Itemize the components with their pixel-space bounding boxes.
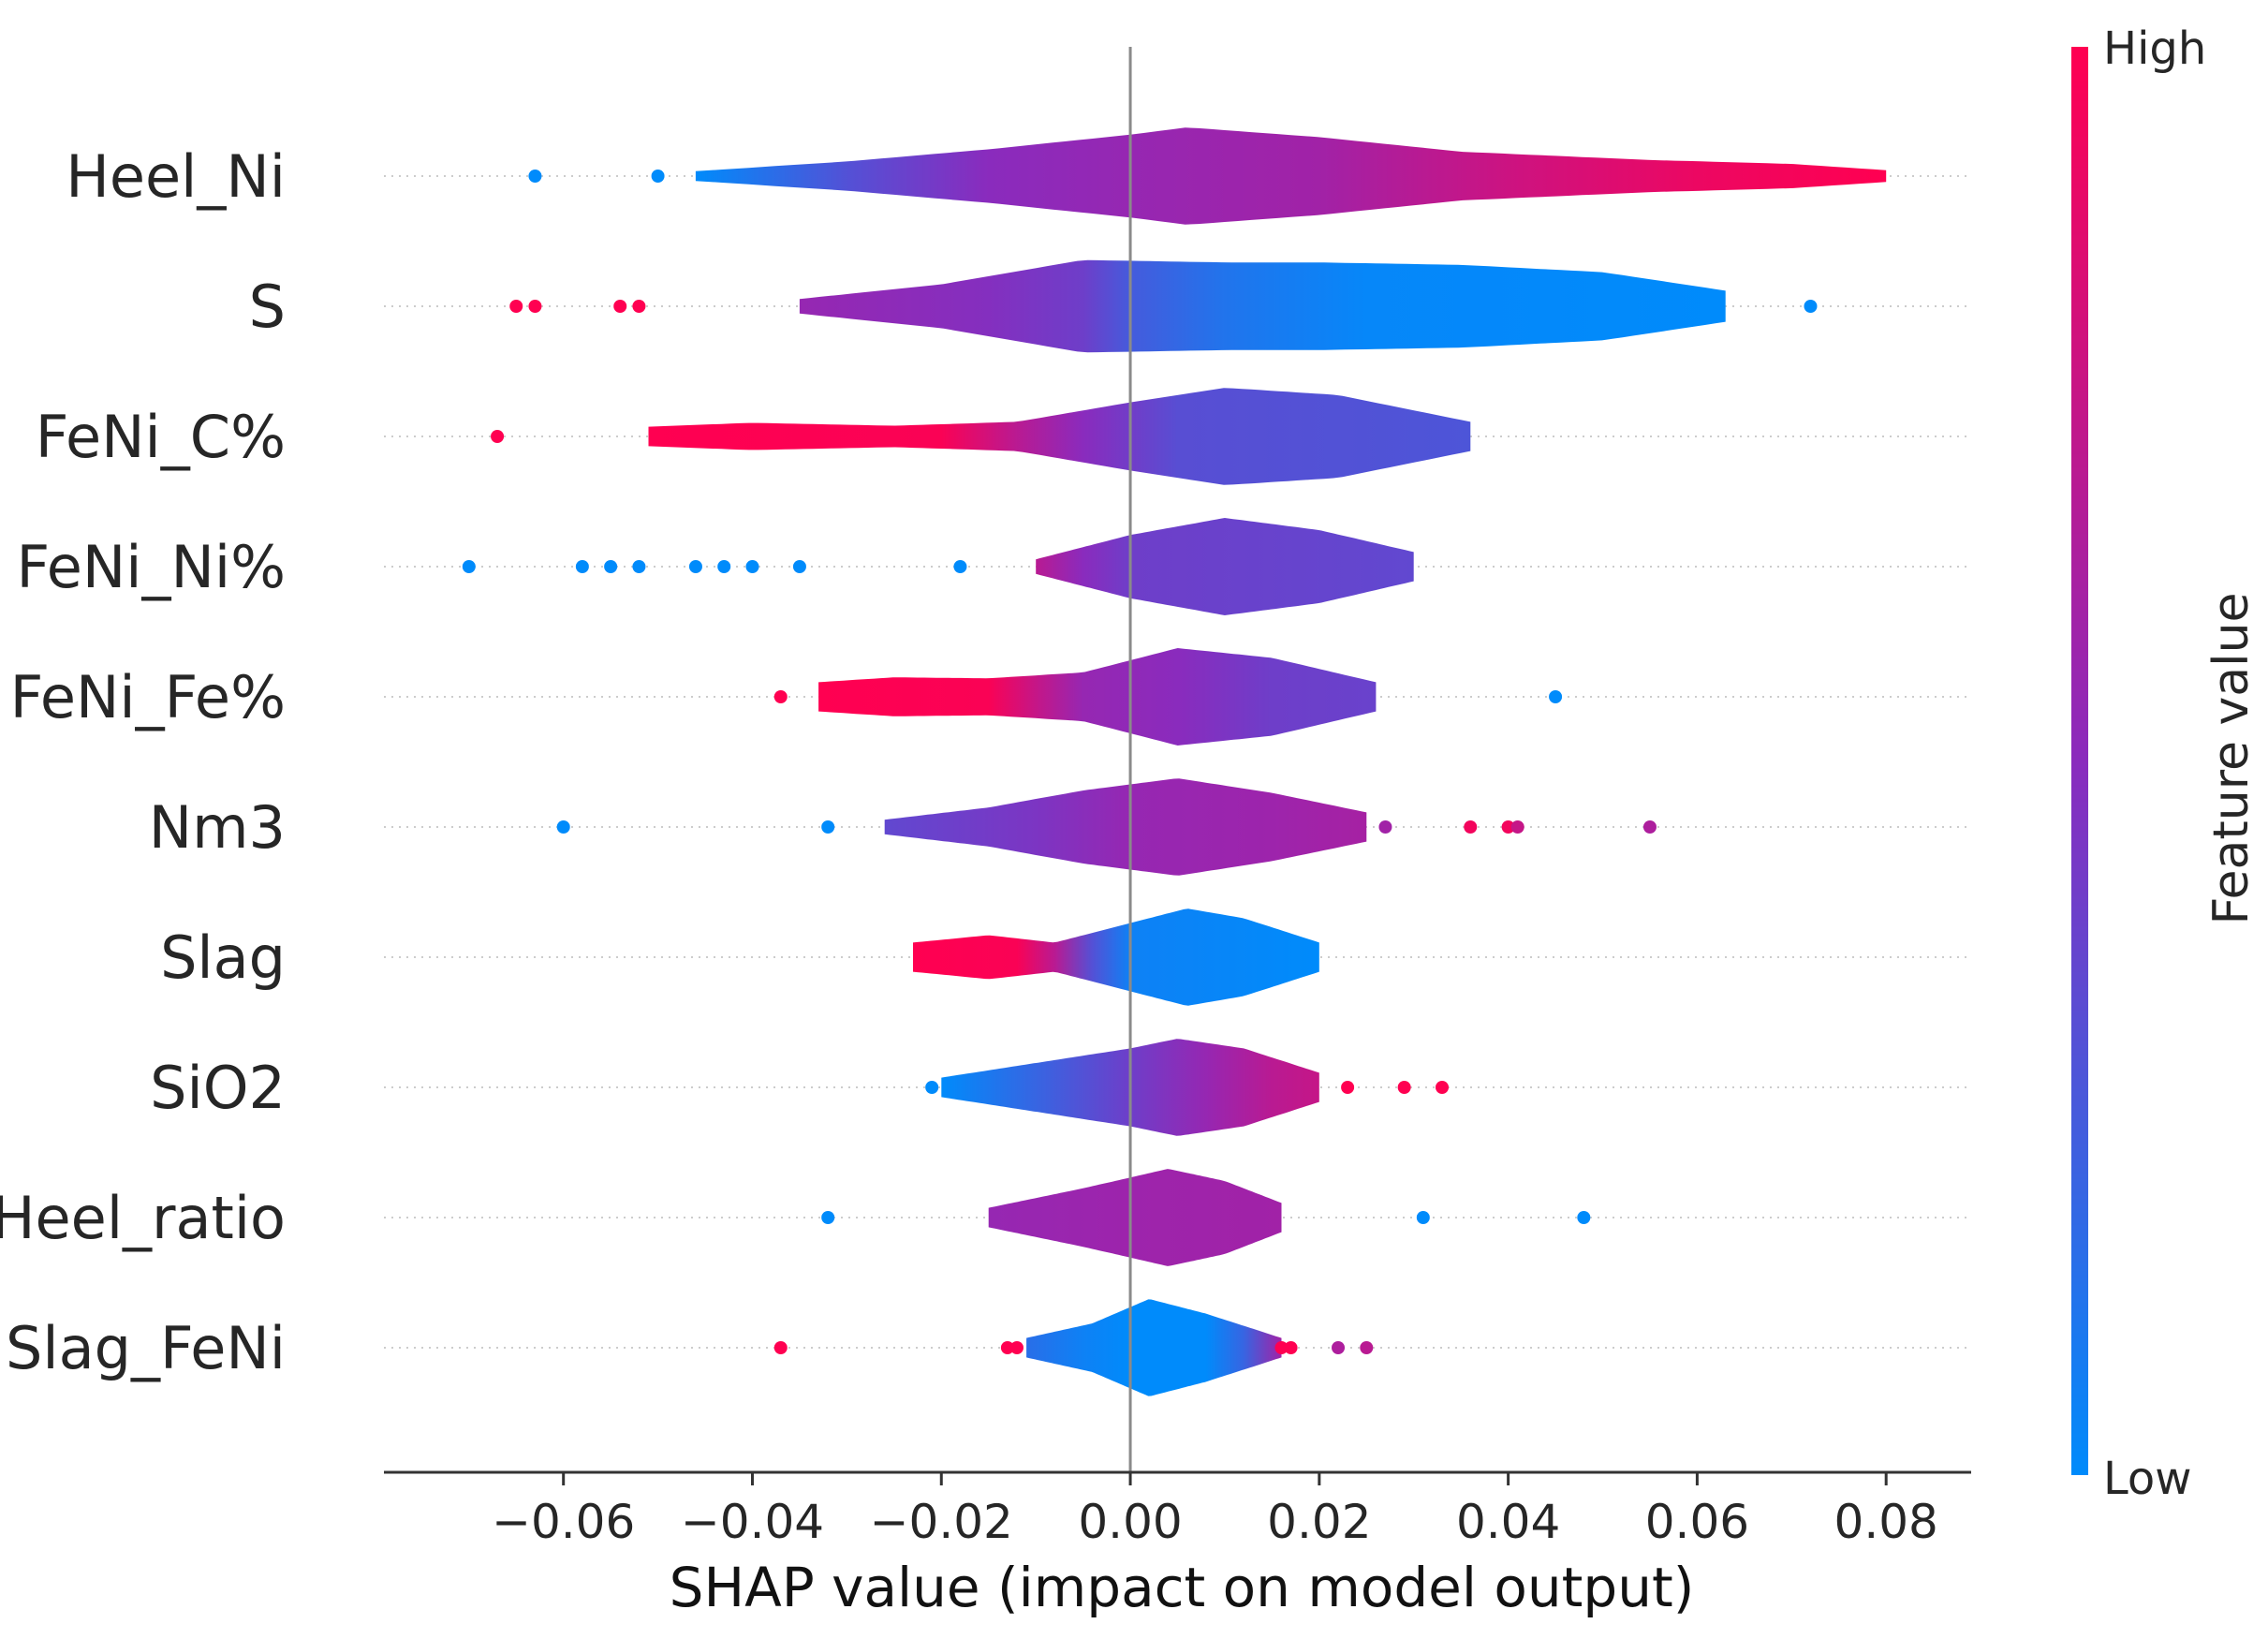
x-tick-label-0: −0.06 (492, 1495, 635, 1549)
feature-label-sio2: SiO2 (150, 1054, 286, 1122)
feature-label-slag-feni: Slag_FeNi (6, 1314, 286, 1382)
colorbar-gradient (2071, 47, 2088, 1475)
point-heel-ratio-1 (1416, 1211, 1430, 1224)
x-axis-ticks: −0.06 −0.04 −0.02 0.00 0.02 0.04 0.06 0.08 (492, 1472, 1938, 1549)
feature-label-nm3: Nm3 (149, 793, 286, 862)
colorbar-title: Feature value (2203, 592, 2260, 924)
point-s-4 (1804, 300, 1818, 313)
x-tick-label-6: 0.06 (1645, 1495, 1749, 1549)
feature-label-feni-c: FeNi_C% (36, 403, 286, 471)
point-feni-ni-0 (462, 560, 476, 573)
violin-feni-fe (818, 648, 1377, 746)
point-feni-ni-2 (604, 560, 618, 573)
x-tick-label-4: 0.02 (1267, 1495, 1371, 1549)
point-sio2-1 (1341, 1081, 1355, 1094)
feature-label-feni-fe: FeNi_Fe% (10, 663, 286, 731)
x-axis-title: SHAP value (impact on model output) (670, 1556, 1695, 1619)
violin-feni-ni (1036, 518, 1414, 615)
x-tick-label-5: 0.04 (1456, 1495, 1560, 1549)
violin-nm3 (884, 778, 1367, 876)
point-slag-feni-3 (1274, 1341, 1289, 1354)
point-s-2 (613, 300, 627, 313)
feature-label-heel-ratio: Heel_ratio (0, 1184, 286, 1252)
violin-heel-ni (695, 127, 1887, 225)
point-nm3-1 (821, 820, 835, 834)
point-feni-fe-1 (1549, 690, 1563, 703)
point-slag-feni-4 (1284, 1341, 1298, 1354)
point-slag-feni-6 (1360, 1341, 1374, 1354)
x-tick-label-3: 0.00 (1078, 1495, 1182, 1549)
colorbar-low-label: Low (2103, 1453, 2192, 1505)
colorbar-high-label: High (2103, 22, 2206, 75)
point-heel-ni-0 (528, 170, 542, 183)
point-nm3-2 (1378, 820, 1392, 834)
point-feni-ni-8 (953, 560, 967, 573)
point-s-3 (632, 300, 646, 313)
x-tick-label-7: 0.08 (1834, 1495, 1938, 1549)
feature-label-heel-ni: Heel_Ni (66, 142, 286, 211)
feature-label-s: S (249, 273, 286, 341)
point-heel-ratio-2 (1577, 1211, 1591, 1224)
violin-slag (913, 908, 1319, 1006)
point-heel-ni-1 (651, 170, 665, 183)
point-slag-feni-1 (1000, 1341, 1014, 1354)
point-feni-ni-6 (745, 560, 759, 573)
point-feni-fe-0 (773, 690, 788, 703)
point-feni-ni-3 (632, 560, 646, 573)
point-slag-feni-5 (1332, 1341, 1346, 1354)
point-slag-feni-2 (1009, 1341, 1024, 1354)
violin-feni-c (648, 388, 1471, 485)
point-feni-c-0 (491, 430, 505, 443)
point-nm3-3 (1464, 820, 1478, 834)
colorbar: High Low Feature value (2071, 22, 2260, 1505)
feature-label-slag: Slag (160, 923, 286, 992)
point-sio2-3 (1436, 1081, 1449, 1094)
point-feni-ni-7 (792, 560, 806, 573)
point-nm3-0 (556, 820, 570, 834)
point-s-1 (528, 300, 542, 313)
point-nm3-6 (1642, 820, 1657, 834)
feature-labels: Heel_Ni S FeNi_C% FeNi_Ni% FeNi_Fe% Nm3 Slag Si… (0, 142, 286, 1382)
point-slag-feni-0 (773, 1341, 788, 1354)
point-sio2-0 (925, 1081, 939, 1094)
point-s-0 (509, 300, 523, 313)
violin-slag-feni (1026, 1299, 1282, 1396)
violin-s (799, 259, 1726, 353)
point-nm3-4 (1501, 820, 1515, 834)
feature-label-feni-ni: FeNi_Ni% (16, 533, 286, 601)
point-feni-ni-4 (688, 560, 702, 573)
point-nm3-5 (1510, 820, 1524, 834)
point-heel-ratio-0 (821, 1211, 835, 1224)
x-tick-label-1: −0.04 (681, 1495, 824, 1549)
x-tick-label-2: −0.02 (870, 1495, 1013, 1549)
point-sio2-2 (1397, 1081, 1411, 1094)
violin-heel-ratio (988, 1169, 1282, 1266)
point-feni-ni-1 (575, 560, 589, 573)
violin-series (462, 127, 1887, 1396)
point-feni-ni-5 (717, 560, 731, 573)
